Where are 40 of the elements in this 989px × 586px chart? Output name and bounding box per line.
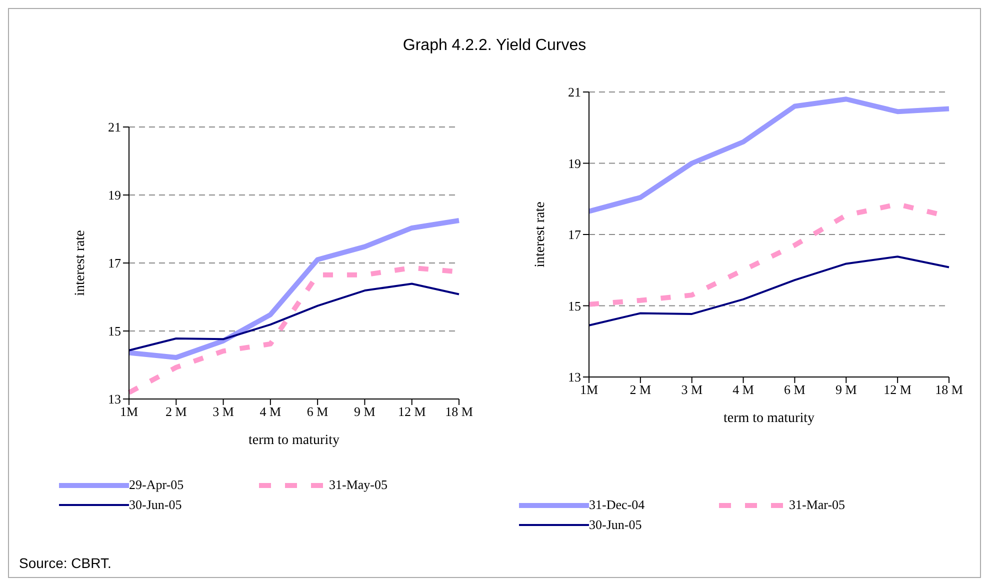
y-axis-title: interest rate <box>72 230 88 296</box>
x-tick-label: 4 M <box>260 404 282 420</box>
y-tick-label: 13 <box>108 392 121 407</box>
line-series <box>588 256 950 326</box>
y-tick-label: 15 <box>568 298 581 314</box>
x-axis-title: term to maturity <box>724 411 814 426</box>
x-tick-label: 3 M <box>212 404 234 420</box>
y-tick-label: 15 <box>108 324 121 339</box>
x-tick-label: 2 M <box>630 382 652 398</box>
text: Graph 4.2.2. Yield Curves <box>402 37 588 55</box>
y-tick-label: 19 <box>108 188 121 203</box>
x-tick-label: 6 M <box>306 404 329 420</box>
legend-label: 31-Mar-05 <box>789 497 846 513</box>
legend-label: 31-Dec-04 <box>589 497 645 513</box>
x-tick-label: 18 M <box>445 404 474 420</box>
x-axis-title: term to maturity <box>248 433 340 448</box>
legend-label: 30-Jun-05 <box>589 517 642 533</box>
x-tick-label: 12 M <box>884 382 912 398</box>
legend-label: 30-Jun-05 <box>129 497 182 513</box>
x-tick-label: 2 M <box>165 404 188 420</box>
x-tick-label: 1M <box>580 382 598 398</box>
y-tick-label: 17 <box>568 227 582 242</box>
source-note: Source: CBRT. <box>19 555 112 571</box>
y-axis-title: interest rate <box>532 202 548 268</box>
legend-label: 31-May-05 <box>329 477 388 493</box>
y-tick-label: 13 <box>568 370 581 385</box>
x-tick-label: 9 M <box>354 404 376 420</box>
y-tick-label: 21 <box>568 84 581 100</box>
x-tick-label: 9 M <box>835 382 858 398</box>
x-tick-label: 3 M <box>681 382 703 398</box>
x-tick-label: 1M <box>120 404 138 420</box>
x-tick-label: 4 M <box>732 382 754 398</box>
x-tick-label: 12 M <box>398 404 426 420</box>
x-tick-label: 6 M <box>784 382 806 398</box>
legend-label: 29-Apr-05 <box>129 477 184 493</box>
y-tick-label: 19 <box>568 156 581 171</box>
y-tick-label: 17 <box>108 256 122 271</box>
x-tick-label: 18 M <box>935 382 964 398</box>
y-tick-label: 21 <box>108 120 121 135</box>
line-series <box>128 282 460 352</box>
